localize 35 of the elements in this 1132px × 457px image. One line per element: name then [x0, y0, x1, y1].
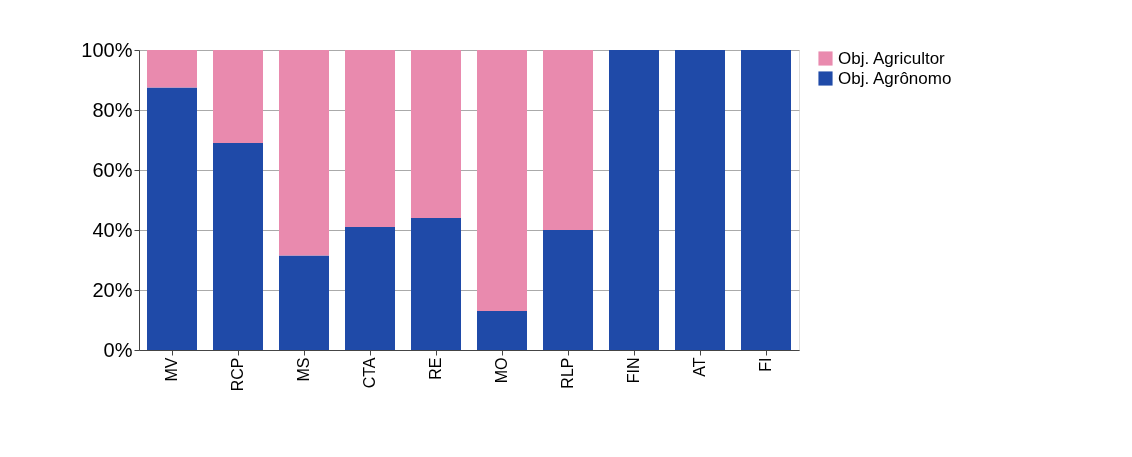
bar [213, 50, 263, 143]
x-tick-label: CTA [361, 357, 378, 389]
x-tick-label: FI [757, 357, 774, 372]
x-tick-label: MS [295, 357, 312, 382]
bar [543, 50, 593, 230]
y-tick-label: 40% [92, 218, 133, 241]
legend-label: Obj. Agrônomo [838, 68, 952, 88]
x-tick-label: MO [493, 357, 510, 384]
bar [147, 87, 197, 350]
bar [543, 230, 593, 350]
x-tick-label: FIN [625, 357, 642, 384]
x-tick-label: RLP [559, 357, 576, 389]
bar [213, 143, 263, 350]
y-tick-label: 20% [92, 278, 133, 301]
y-tick-label: 100% [81, 38, 133, 61]
x-tick-label: MV [163, 357, 180, 382]
x-tick-label: AT [691, 357, 708, 377]
bar [345, 50, 395, 227]
bar [477, 50, 527, 311]
y-tick-label: 80% [92, 98, 133, 121]
bar [279, 50, 329, 256]
bar [345, 227, 395, 350]
legend-label: Obj. Agricultor [838, 48, 946, 68]
x-tick-label: RCP [229, 357, 246, 392]
x-tick-label: RE [427, 357, 444, 380]
bar [147, 50, 197, 88]
bar [411, 50, 461, 218]
bar [411, 218, 461, 350]
bar [609, 50, 659, 350]
bar [741, 50, 791, 350]
bar [477, 311, 527, 350]
y-tick-label: 60% [92, 158, 133, 181]
bar [279, 255, 329, 350]
y-tick-label: 0% [103, 338, 133, 361]
bar [675, 50, 725, 350]
